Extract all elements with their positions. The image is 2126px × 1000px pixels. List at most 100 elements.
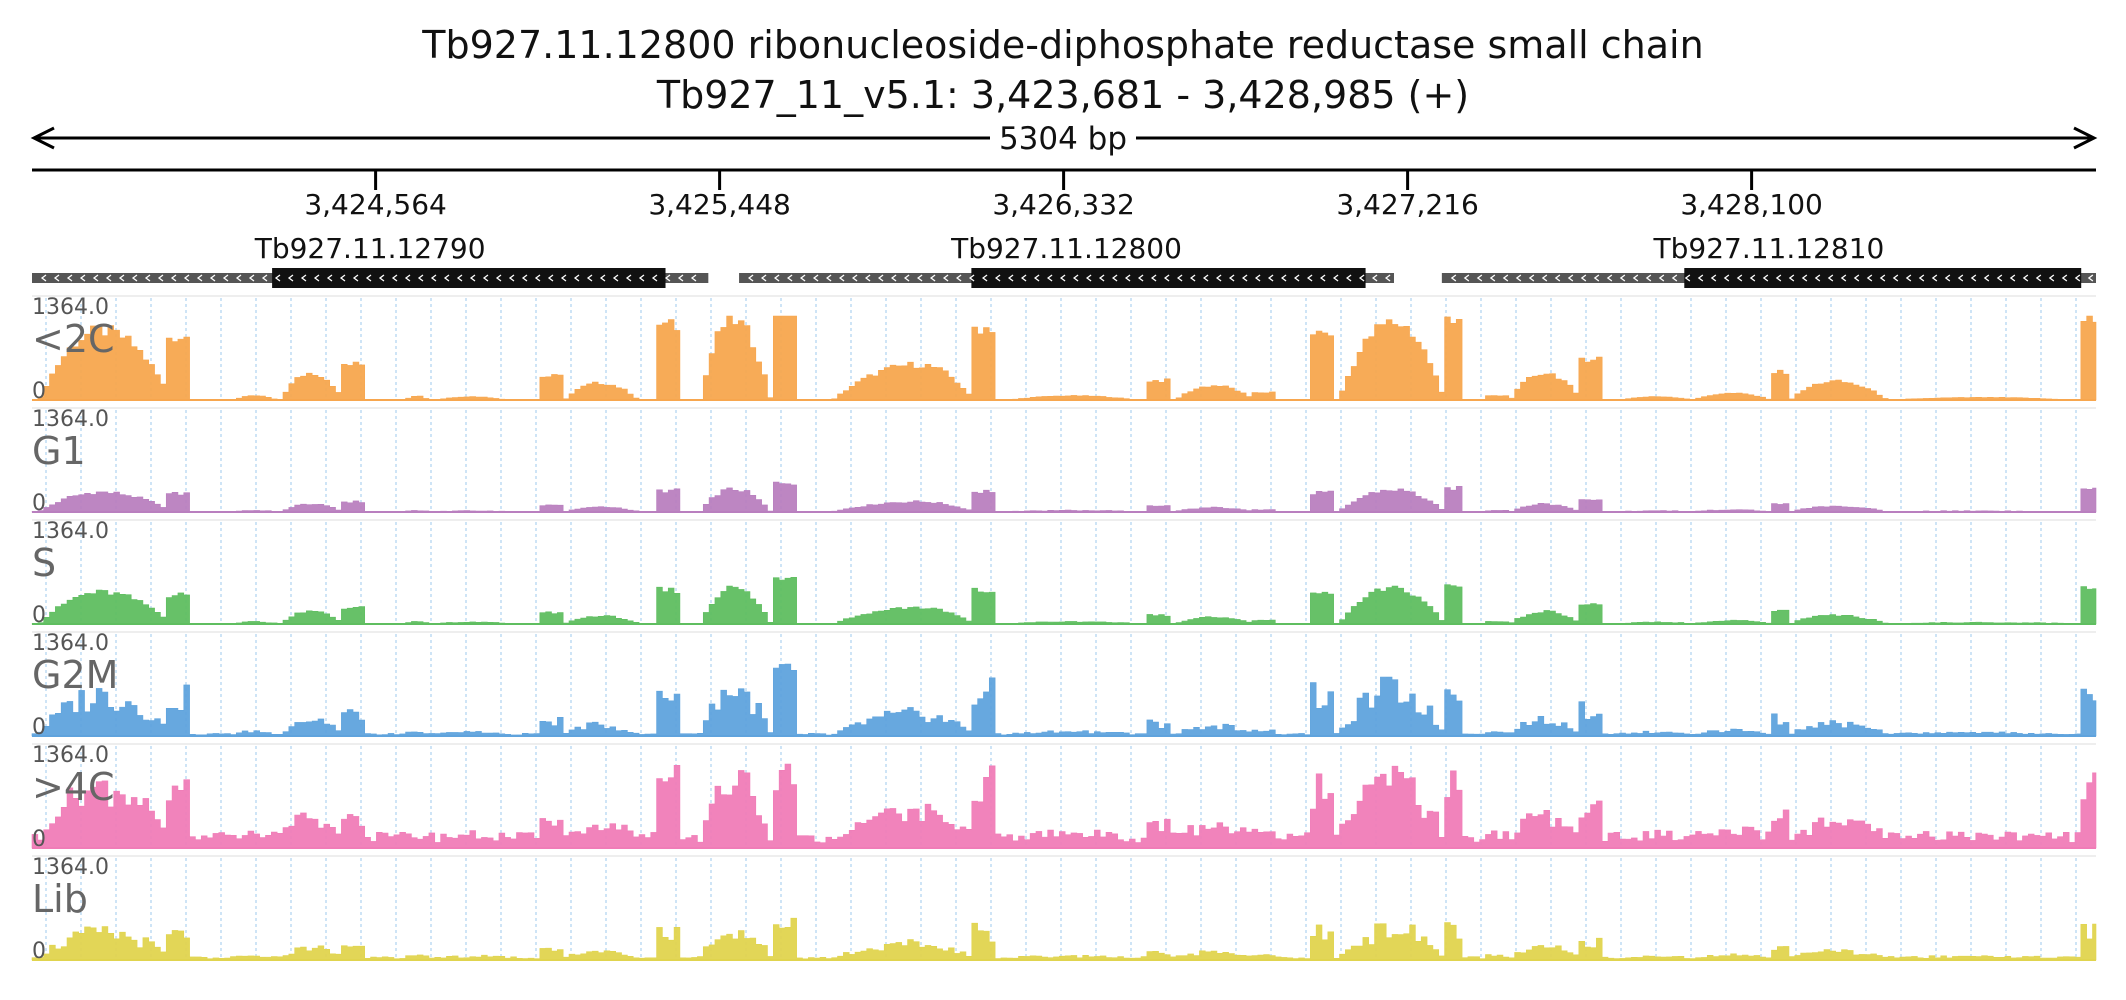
strand-arrow-icon — [1072, 274, 1079, 282]
strand-arrow-icon — [521, 274, 528, 282]
strand-arrow-icon — [2022, 274, 2029, 282]
strand-arrow-icon — [222, 274, 229, 282]
gene-cds-bar — [971, 268, 1366, 288]
axis-tick-label: 3,427,216 — [1336, 188, 1479, 221]
strand-arrow-icon — [1931, 274, 1938, 282]
strand-arrow-icon — [1137, 274, 1144, 282]
strand-arrow-icon — [417, 274, 424, 282]
strand-arrow-icon — [508, 274, 515, 282]
coverage-area — [31, 663, 2097, 737]
strand-arrow-icon — [183, 274, 190, 282]
position-axis: 3,424,564 3,425,448 3,426,332 3,427,216 3,42… — [32, 168, 2096, 221]
strand-arrow-icon — [1853, 274, 1860, 282]
strand-arrow-icon — [1671, 274, 1678, 282]
strand-arrow-icon — [1502, 274, 1509, 282]
strand-arrow-icon — [1059, 274, 1066, 282]
strand-arrow-icon — [274, 274, 281, 282]
strand-arrow-icon — [825, 274, 832, 282]
strand-arrow-icon — [1319, 274, 1326, 282]
track-name-label: S — [32, 541, 56, 585]
span-arrow-right-icon — [2073, 126, 2098, 150]
strand-arrow-icon — [1020, 274, 1027, 282]
strand-arrow-icon — [1996, 274, 2003, 282]
strand-arrow-icon — [404, 274, 411, 282]
axis-tick-label: 3,424,564 — [304, 188, 447, 221]
track-name-label: Lib — [32, 877, 88, 921]
coverage-track: 1364.0 0 G1 — [31, 407, 2097, 516]
strand-arrow-icon — [1241, 274, 1248, 282]
strand-arrow-icon — [1567, 274, 1574, 282]
strand-arrow-icon — [430, 274, 437, 282]
strand-arrow-icon — [812, 274, 819, 282]
strand-arrow-icon — [287, 274, 294, 282]
strand-arrow-icon — [1619, 274, 1626, 282]
strand-arrow-icon — [378, 274, 385, 282]
strand-arrow-icon — [1801, 274, 1808, 282]
strand-arrow-icon — [534, 274, 541, 282]
coverage-track: 1364.0 0 Lib — [31, 855, 2097, 964]
coverage-track: 1364.0 0 >4C — [31, 743, 2097, 852]
strand-arrow-icon — [760, 274, 767, 282]
strand-arrow-icon — [903, 274, 910, 282]
gene-label: Tb927.11.12790 — [254, 232, 486, 265]
coverage-area — [31, 917, 2097, 961]
strand-arrow-icon — [170, 274, 177, 282]
strand-arrow-icon — [2061, 274, 2068, 282]
strand-arrow-icon — [1332, 274, 1339, 282]
strand-arrow-icon — [1840, 274, 1847, 282]
strand-arrow-icon — [942, 274, 949, 282]
strand-arrow-icon — [131, 274, 138, 282]
strand-arrow-icon — [547, 274, 554, 282]
strand-arrow-icon — [929, 274, 936, 282]
strand-arrow-icon — [1384, 274, 1391, 282]
strand-arrow-icon — [1358, 274, 1365, 282]
strand-arrow-icon — [443, 274, 450, 282]
strand-arrow-icon — [1033, 274, 1040, 282]
strand-arrow-icon — [482, 274, 489, 282]
strand-arrow-icon — [2009, 274, 2016, 282]
strand-arrow-icon — [469, 274, 476, 282]
strand-arrow-icon — [994, 274, 1001, 282]
track-ymax-label: 1364.0 — [32, 855, 109, 880]
strand-arrow-icon — [1280, 274, 1287, 282]
strand-arrow-icon — [1489, 274, 1496, 282]
strand-arrow-icon — [799, 274, 806, 282]
coverage-area — [31, 763, 2097, 849]
strand-arrow-icon — [456, 274, 463, 282]
strand-arrow-icon — [586, 274, 593, 282]
strand-arrow-icon — [1580, 274, 1587, 282]
track-ymin-label: 0 — [32, 715, 46, 740]
strand-arrow-icon — [851, 274, 858, 282]
strand-arrow-icon — [1267, 274, 1274, 282]
strand-arrow-icon — [1176, 274, 1183, 282]
strand-arrow-icon — [157, 274, 164, 282]
strand-arrow-icon — [248, 274, 255, 282]
coverage-track: 1364.0 0 <2C — [32, 295, 2097, 404]
strand-arrow-icon — [365, 274, 372, 282]
track-ymin-label: 0 — [32, 603, 46, 628]
strand-arrow-icon — [1879, 274, 1886, 282]
strand-arrow-icon — [1632, 274, 1639, 282]
span-length-label: 5304 bp — [999, 121, 1127, 157]
strand-arrow-icon — [1515, 274, 1522, 282]
strand-arrow-icon — [1814, 274, 1821, 282]
strand-arrow-icon — [1723, 274, 1730, 282]
strand-arrow-icon — [1085, 274, 1092, 282]
strand-arrow-icon — [1476, 274, 1483, 282]
track-ymin-label: 0 — [32, 827, 46, 852]
strand-arrow-icon — [300, 274, 307, 282]
strand-arrow-icon — [573, 274, 580, 282]
strand-arrow-icon — [1645, 274, 1652, 282]
track-name-label: G1 — [32, 429, 86, 473]
strand-arrow-icon — [1528, 274, 1535, 282]
strand-arrow-icon — [838, 274, 845, 282]
track-name-label: >4C — [32, 765, 115, 809]
strand-arrow-icon — [1450, 274, 1457, 282]
strand-arrow-icon — [326, 274, 333, 282]
strand-arrow-icon — [1293, 274, 1300, 282]
strand-arrow-icon — [1697, 274, 1704, 282]
coverage-track: 1364.0 0 S — [31, 519, 2097, 628]
strand-arrow-icon — [1189, 274, 1196, 282]
